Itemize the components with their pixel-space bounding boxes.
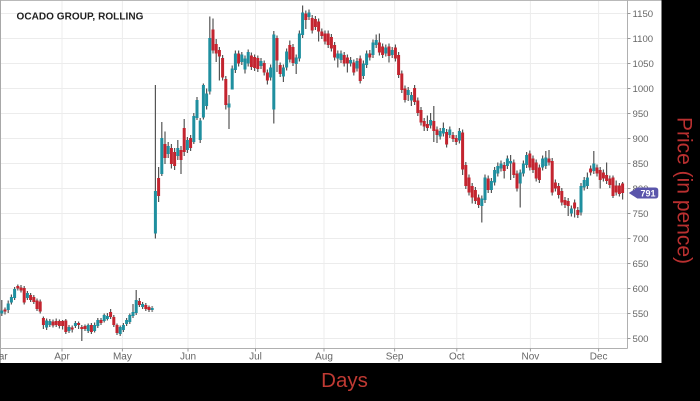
svg-text:700: 700 (633, 234, 649, 245)
svg-text:Sep: Sep (386, 352, 404, 363)
svg-text:Price (in pence): Price (in pence) (673, 117, 696, 264)
svg-text:Jun: Jun (180, 352, 196, 363)
svg-text:Aug: Aug (315, 352, 333, 363)
svg-text:Mar: Mar (0, 352, 8, 363)
svg-text:1000: 1000 (633, 84, 654, 95)
svg-text:Oct: Oct (449, 352, 465, 363)
svg-text:Apr: Apr (54, 352, 70, 363)
svg-text:May: May (113, 352, 132, 363)
svg-text:500: 500 (633, 334, 649, 345)
svg-text:600: 600 (633, 284, 649, 295)
svg-text:550: 550 (633, 309, 649, 320)
svg-text:1150: 1150 (633, 9, 654, 20)
svg-text:1050: 1050 (633, 59, 654, 70)
svg-text:650: 650 (633, 259, 649, 270)
svg-text:Dec: Dec (590, 352, 608, 363)
svg-text:850: 850 (633, 159, 649, 170)
svg-text:950: 950 (633, 109, 649, 120)
svg-text:Days: Days (321, 369, 368, 392)
svg-text:791: 791 (640, 188, 655, 198)
svg-text:750: 750 (633, 209, 649, 220)
svg-text:900: 900 (633, 134, 649, 145)
svg-text:OCADO GROUP, ROLLING: OCADO GROUP, ROLLING (17, 12, 144, 23)
svg-text:1100: 1100 (633, 34, 654, 45)
svg-text:Nov: Nov (522, 352, 540, 363)
svg-text:Jul: Jul (249, 352, 262, 363)
